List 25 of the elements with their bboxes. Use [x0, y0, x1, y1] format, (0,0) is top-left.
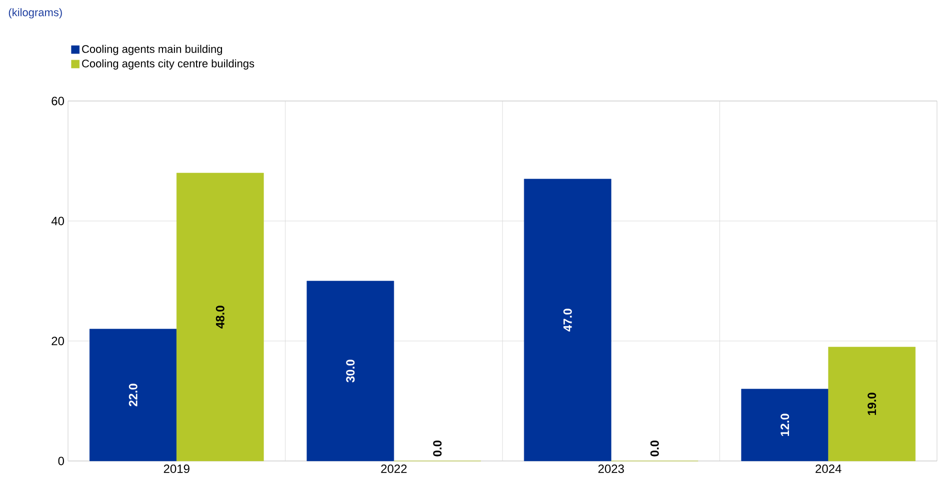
y-tick-label: 40: [51, 216, 64, 226]
chart-title: (kilograms): [8, 8, 62, 18]
x-tick-label: 2024: [816, 464, 842, 474]
y-tick-label: 20: [52, 336, 64, 346]
data-label: 47.0: [563, 308, 572, 332]
bar: [306, 280, 394, 462]
data-label: 48.0: [216, 306, 224, 328]
bar: [89, 328, 177, 462]
data-label: 0.0: [433, 440, 442, 456]
x-tick-label: 2023: [598, 464, 624, 474]
data-label: 30.0: [346, 360, 355, 382]
data-label: 0.0: [650, 440, 659, 456]
bar: [828, 346, 916, 462]
legend-label: Cooling agents main building: [82, 44, 222, 56]
y-tick-label: 0: [58, 456, 64, 466]
data-label: 12.0: [780, 414, 790, 436]
bar: [176, 172, 264, 462]
bar: [524, 178, 612, 462]
y-tick-label: 60: [52, 96, 64, 106]
x-tick-label: 2019: [164, 464, 190, 474]
data-label: 22.0: [128, 384, 138, 406]
bar: [741, 388, 829, 462]
x-tick-label: 2022: [381, 464, 407, 474]
legend-label: Cooling agents city centre buildings: [82, 59, 254, 70]
data-label: 19.0: [868, 392, 876, 415]
